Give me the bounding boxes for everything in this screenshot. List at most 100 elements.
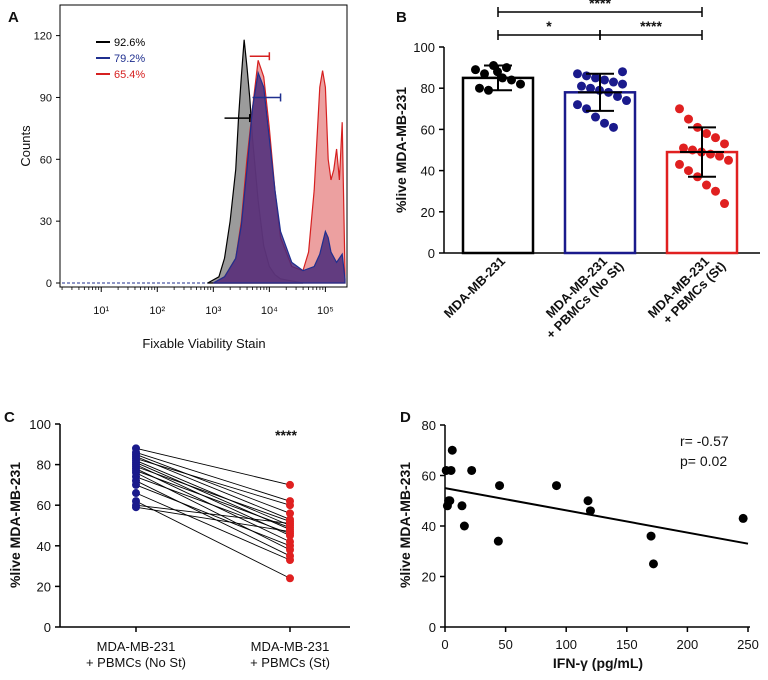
pair-line (135, 470, 291, 528)
pair-line (135, 480, 291, 557)
data-point (609, 122, 618, 132)
category-label-1: MDA-MB-231 (441, 254, 508, 321)
panel-d-x-ticks: 0 50 100 150 200 250 (441, 627, 759, 652)
panel-a-y-axis-label: Counts (18, 125, 33, 167)
sig-label-1: * (546, 18, 552, 34)
category-label-2: MDA-MB-231+ PBMCs (No St) (543, 254, 627, 342)
data-point (675, 104, 684, 114)
point-left (132, 489, 140, 498)
category-line1: MDA-MB-231 (251, 639, 330, 654)
category-line1: MDA-MB-231 (441, 254, 508, 321)
x-tick-label: 10⁴ (261, 305, 278, 317)
panel-b-points (471, 61, 733, 209)
panel-d-annotation-p: p= 0.02 (680, 453, 727, 469)
y-tick-label: 80 (37, 458, 51, 473)
x-tick-label: 10⁵ (317, 305, 334, 317)
data-point (586, 83, 595, 93)
data-point (688, 145, 697, 155)
panel-a-histograms (62, 39, 346, 284)
data-point (618, 67, 627, 77)
data-point (471, 65, 480, 75)
data-point (447, 445, 457, 455)
y-tick-label: 20 (422, 570, 436, 585)
panel-b-significance: * ******** (497, 0, 703, 40)
panel-a-gates (224, 52, 282, 123)
data-point (622, 96, 631, 106)
data-point (706, 149, 715, 159)
pair-line (135, 476, 291, 535)
data-point (720, 139, 729, 149)
data-point (585, 506, 595, 516)
legend-label-1: 92.6% (114, 37, 145, 49)
point-right (286, 556, 294, 565)
data-point (600, 118, 609, 128)
point-right (286, 501, 294, 510)
panel-d-annotation-r: r= -0.57 (680, 433, 729, 449)
data-point (715, 151, 724, 161)
data-point (684, 166, 693, 176)
data-point (679, 143, 688, 153)
x-tick-label: 150 (616, 637, 638, 652)
panel-a-y-ticks: 0 30 60 90 120 (34, 31, 60, 290)
panel-c-points (132, 444, 294, 583)
panel-a: A 0 30 60 90 120 10¹ 10² 10³ 10⁴ 10⁵ 92.6% 79.2% 6… (8, 4, 348, 351)
data-point (618, 79, 627, 89)
category-line1: MDA-MB-231 (97, 639, 176, 654)
data-point (577, 81, 586, 91)
data-point (591, 73, 600, 83)
data-point (573, 69, 582, 79)
pair-line (135, 484, 291, 547)
point-left (132, 480, 140, 489)
x-tick-label: 10² (149, 305, 165, 317)
data-point (613, 91, 622, 101)
panel-d-points (441, 445, 748, 569)
y-tick-label: 20 (421, 205, 435, 220)
legend-label-3: 65.4% (114, 69, 145, 81)
data-point (675, 159, 684, 169)
x-tick-label: 10³ (205, 305, 221, 317)
y-tick-label: 100 (29, 417, 51, 432)
panel-c-significance: **** (275, 427, 297, 443)
panel-d-x-axis-label: IFN-γ (pg/mL) (553, 655, 643, 671)
point-right (286, 527, 294, 536)
panel-c-label: C (4, 409, 15, 426)
bar-2 (563, 91, 637, 255)
data-point (495, 481, 505, 491)
y-tick-label: 60 (421, 122, 435, 137)
histogram-2 (213, 70, 346, 284)
y-tick-label: 40 (37, 539, 51, 554)
data-point (507, 75, 516, 85)
pair-line (135, 500, 291, 579)
y-tick-label: 100 (413, 40, 435, 55)
y-tick-label: 80 (422, 418, 436, 433)
panel-d-y-ticks: 0 20 40 60 80 (422, 418, 445, 635)
data-point (457, 501, 467, 511)
data-point (516, 79, 525, 89)
pair-line (135, 447, 291, 486)
data-point (591, 112, 600, 122)
panel-b-label: B (396, 9, 407, 26)
y-tick-label: 0 (44, 620, 51, 635)
y-tick-label: 30 (40, 216, 52, 228)
y-tick-label: 60 (40, 154, 52, 166)
x-tick-label: 250 (737, 637, 759, 652)
x-tick-label: 0 (441, 637, 448, 652)
y-tick-label: 80 (421, 81, 435, 96)
data-point (702, 129, 711, 139)
y-tick-label: 60 (37, 498, 51, 513)
data-point (459, 521, 469, 531)
pair-line (135, 454, 291, 514)
data-point (702, 180, 711, 190)
panel-a-x-axis-label: Fixable Viability Stain (142, 336, 265, 351)
y-tick-label: 60 (422, 469, 436, 484)
panel-a-label: A (8, 9, 19, 26)
data-point (646, 531, 656, 541)
data-point (609, 77, 618, 87)
data-point (711, 133, 720, 143)
panel-d-y-axis-label: %live MDA-MB-231 (397, 462, 413, 588)
data-point (573, 100, 582, 110)
panel-c-y-axis-label: %live MDA-MB-231 (7, 462, 23, 588)
data-point (600, 75, 609, 85)
